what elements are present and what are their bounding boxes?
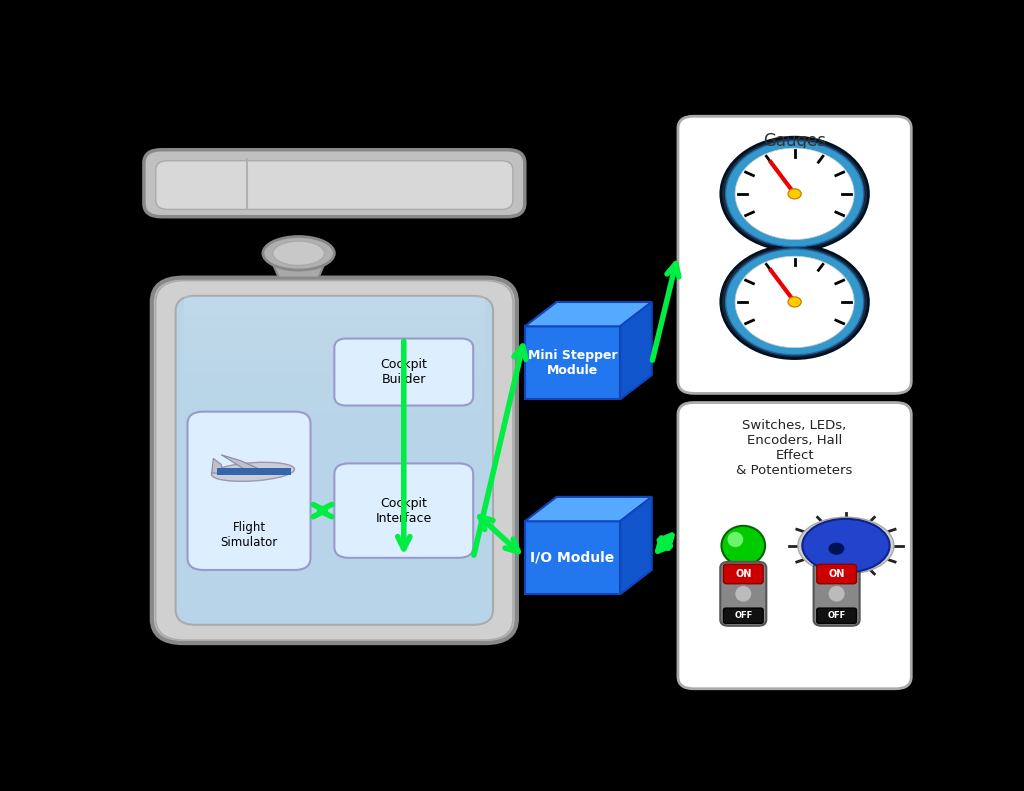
Polygon shape xyxy=(620,497,652,594)
FancyBboxPatch shape xyxy=(678,116,911,393)
Bar xyxy=(183,373,485,392)
FancyBboxPatch shape xyxy=(152,278,517,643)
Bar xyxy=(183,354,485,373)
Polygon shape xyxy=(524,521,620,594)
Text: Gauges: Gauges xyxy=(763,131,826,149)
Polygon shape xyxy=(217,468,291,475)
Circle shape xyxy=(828,543,845,554)
Polygon shape xyxy=(212,459,223,473)
Ellipse shape xyxy=(803,519,890,573)
Ellipse shape xyxy=(727,532,743,547)
Polygon shape xyxy=(524,302,652,327)
Text: Switches, LEDs,
Encoders, Hall
Effect
& Potentiometers: Switches, LEDs, Encoders, Hall Effect & … xyxy=(736,419,853,477)
Circle shape xyxy=(726,249,863,355)
Bar xyxy=(183,296,485,315)
Bar xyxy=(183,392,485,411)
Polygon shape xyxy=(524,327,620,399)
FancyBboxPatch shape xyxy=(817,608,856,623)
Polygon shape xyxy=(524,497,652,521)
FancyBboxPatch shape xyxy=(814,562,859,626)
FancyBboxPatch shape xyxy=(720,562,766,626)
Text: Flight
Simulator: Flight Simulator xyxy=(220,521,278,549)
Text: OFF: OFF xyxy=(827,611,846,620)
FancyBboxPatch shape xyxy=(187,411,310,570)
Circle shape xyxy=(735,148,854,240)
Polygon shape xyxy=(270,259,327,278)
FancyBboxPatch shape xyxy=(817,564,856,584)
Circle shape xyxy=(788,189,801,199)
FancyBboxPatch shape xyxy=(334,464,473,558)
Ellipse shape xyxy=(798,517,894,574)
Bar xyxy=(183,315,485,335)
FancyBboxPatch shape xyxy=(678,403,911,689)
Circle shape xyxy=(735,256,854,347)
Ellipse shape xyxy=(722,526,765,566)
Circle shape xyxy=(721,245,868,358)
Ellipse shape xyxy=(212,462,295,482)
Circle shape xyxy=(721,137,868,251)
Circle shape xyxy=(726,141,863,247)
Text: ON: ON xyxy=(828,569,845,579)
Text: ON: ON xyxy=(735,569,752,579)
FancyBboxPatch shape xyxy=(723,608,763,623)
Text: Mini Stepper
Module: Mini Stepper Module xyxy=(527,349,617,377)
Ellipse shape xyxy=(827,585,846,602)
Ellipse shape xyxy=(734,585,752,602)
FancyBboxPatch shape xyxy=(723,564,763,584)
FancyBboxPatch shape xyxy=(156,161,513,210)
FancyBboxPatch shape xyxy=(143,149,524,217)
Ellipse shape xyxy=(272,241,325,266)
Text: OFF: OFF xyxy=(734,611,753,620)
Polygon shape xyxy=(221,455,262,471)
Text: I/O Module: I/O Module xyxy=(530,551,614,565)
Bar xyxy=(183,335,485,354)
FancyBboxPatch shape xyxy=(176,296,494,625)
Text: Cockpit
Builder: Cockpit Builder xyxy=(380,358,427,386)
Polygon shape xyxy=(620,302,652,399)
Text: Cockpit
Interface: Cockpit Interface xyxy=(376,497,432,524)
Ellipse shape xyxy=(263,237,334,270)
FancyBboxPatch shape xyxy=(334,339,473,406)
Circle shape xyxy=(788,297,801,307)
FancyBboxPatch shape xyxy=(156,281,513,640)
